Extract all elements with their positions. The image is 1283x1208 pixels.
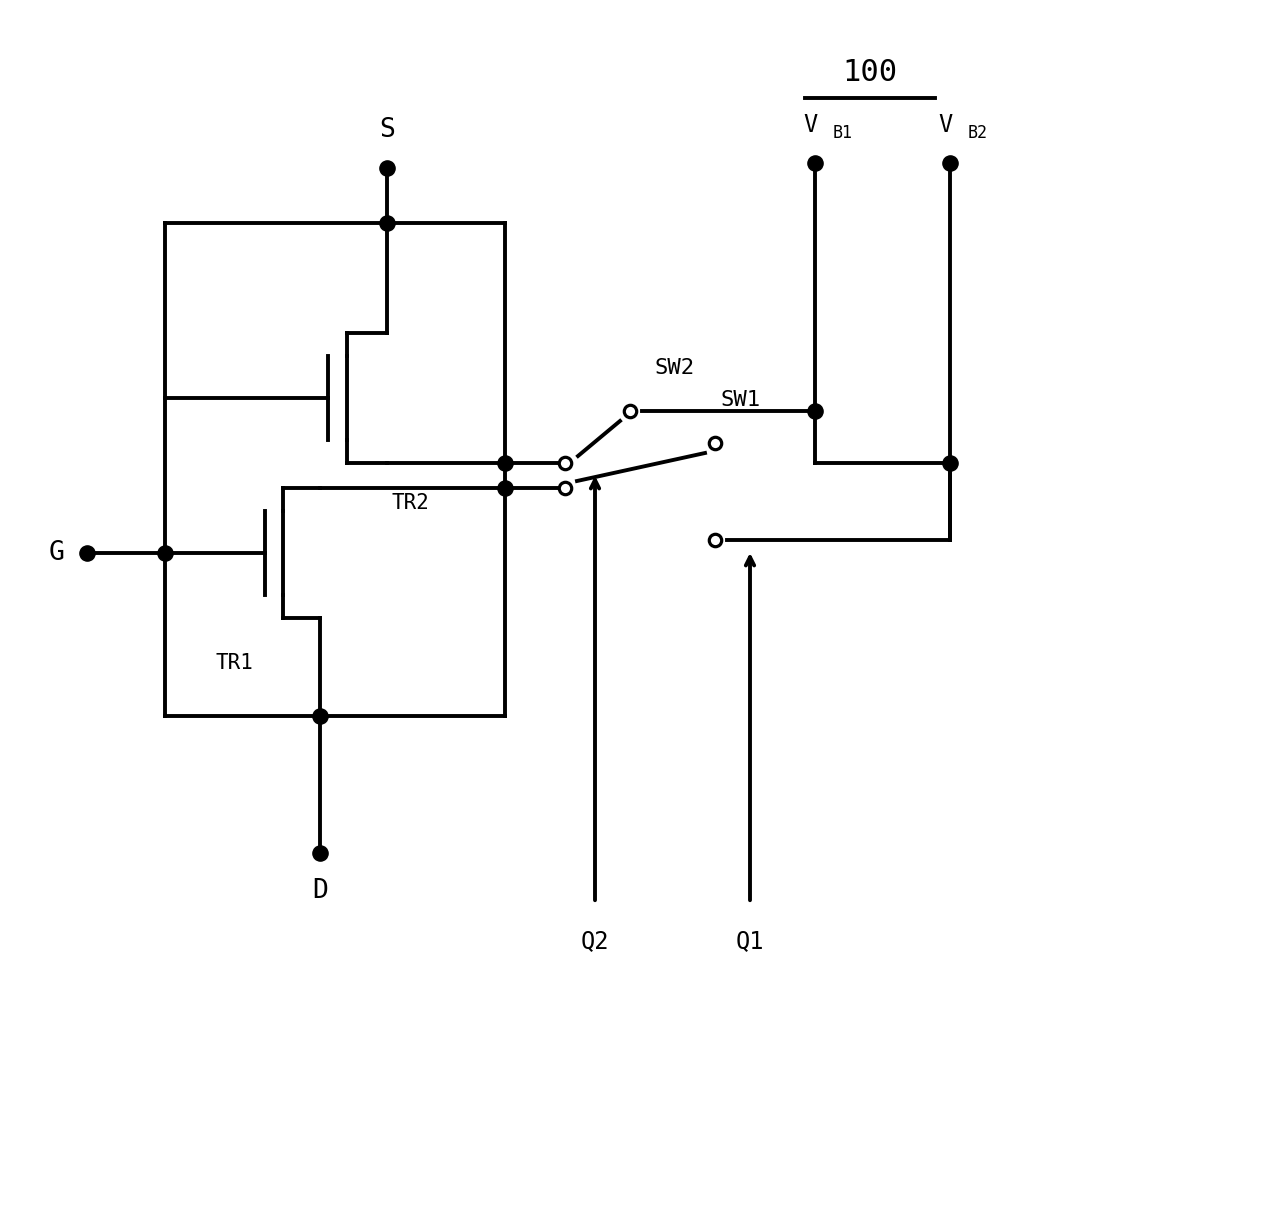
Point xyxy=(939,153,960,173)
Text: Q2: Q2 xyxy=(581,929,609,953)
Point xyxy=(620,401,640,420)
Point xyxy=(939,453,960,472)
Point xyxy=(804,401,825,420)
Point xyxy=(309,843,330,863)
Point xyxy=(704,530,725,550)
Text: TR1: TR1 xyxy=(216,654,253,673)
Text: V: V xyxy=(803,114,817,137)
Point xyxy=(495,478,516,498)
Text: D: D xyxy=(312,878,328,904)
Point xyxy=(155,544,176,563)
Point xyxy=(377,158,398,178)
Text: SW2: SW2 xyxy=(656,358,695,378)
Text: Q1: Q1 xyxy=(735,929,765,953)
Point xyxy=(704,434,725,453)
Point xyxy=(554,478,575,498)
Text: 100: 100 xyxy=(843,58,898,87)
Point xyxy=(554,453,575,472)
Text: B2: B2 xyxy=(967,124,988,143)
Text: SW1: SW1 xyxy=(720,390,760,410)
Point xyxy=(804,153,825,173)
Point xyxy=(495,453,516,472)
Text: S: S xyxy=(378,117,395,143)
Text: B1: B1 xyxy=(833,124,853,143)
Text: G: G xyxy=(49,540,65,567)
Point xyxy=(77,544,98,563)
Text: V: V xyxy=(938,114,952,137)
Point xyxy=(377,214,398,233)
Point xyxy=(309,707,330,726)
Text: TR2: TR2 xyxy=(393,493,430,513)
